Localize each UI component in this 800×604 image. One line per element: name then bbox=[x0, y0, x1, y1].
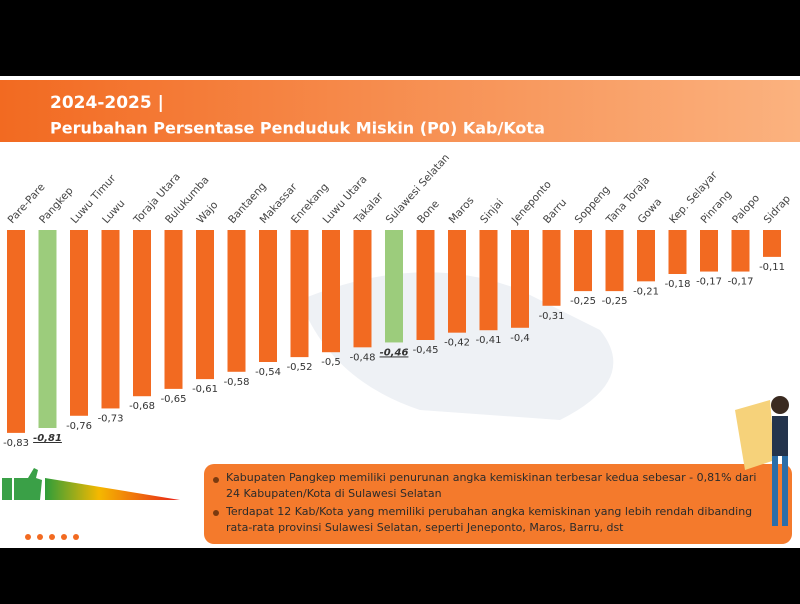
bar bbox=[574, 230, 592, 292]
value-label: -0,54 bbox=[255, 367, 281, 378]
bar bbox=[70, 230, 88, 416]
value-label: -0,25 bbox=[570, 296, 596, 307]
value-label: -0,11 bbox=[759, 262, 785, 273]
bar bbox=[353, 230, 372, 348]
map-bg bbox=[300, 272, 614, 420]
page-dots bbox=[25, 534, 79, 540]
bar bbox=[259, 230, 277, 362]
value-label: -0,52 bbox=[287, 362, 313, 373]
bar bbox=[416, 230, 435, 340]
bar bbox=[511, 230, 529, 328]
value-label: -0,83 bbox=[3, 438, 29, 449]
bar bbox=[290, 230, 309, 358]
value-label: -0,46 bbox=[380, 347, 409, 358]
value-label: -0,81 bbox=[33, 433, 62, 444]
value-label: -0,65 bbox=[161, 394, 187, 405]
bar bbox=[605, 230, 624, 292]
bullet bbox=[213, 510, 219, 516]
value-label: -0,41 bbox=[476, 335, 502, 346]
value-label: -0,21 bbox=[633, 286, 659, 297]
person-illustration bbox=[735, 396, 789, 526]
value-label: -0,5 bbox=[321, 357, 341, 368]
bar bbox=[227, 230, 246, 372]
value-label: -0,76 bbox=[66, 421, 92, 432]
value-label: -0,31 bbox=[539, 311, 565, 322]
bar bbox=[448, 230, 466, 333]
note-text: Kabupaten Pangkep memiliki penurunan ang… bbox=[226, 471, 757, 500]
thumb-icon bbox=[2, 468, 42, 500]
bar bbox=[196, 230, 214, 380]
value-label: -0,48 bbox=[350, 352, 376, 363]
bar bbox=[668, 230, 687, 274]
bar bbox=[700, 230, 718, 272]
bar bbox=[164, 230, 183, 389]
bar bbox=[322, 230, 340, 353]
bar bbox=[133, 230, 151, 397]
bar bbox=[7, 230, 25, 433]
bar bbox=[38, 230, 57, 428]
value-label: -0,25 bbox=[602, 296, 628, 307]
header-band bbox=[0, 80, 800, 142]
header-title: 2024-2025 | bbox=[50, 93, 164, 113]
bar bbox=[731, 230, 750, 272]
value-label: -0,18 bbox=[665, 279, 691, 290]
gradient-triangle bbox=[45, 478, 180, 500]
note-2: Terdapat 12 Kab/Kota yang memiliki perub… bbox=[226, 505, 753, 534]
bar bbox=[542, 230, 561, 306]
bar bbox=[101, 230, 120, 409]
value-label: -0,73 bbox=[98, 413, 124, 424]
note-text: Terdapat 12 Kab/Kota yang memiliki perub… bbox=[226, 505, 753, 534]
header-subtitle: Perubahan Persentase Penduduk Miskin (P0… bbox=[50, 119, 545, 138]
note-1: Kabupaten Pangkep memiliki penurunan ang… bbox=[226, 471, 757, 500]
bar bbox=[763, 230, 781, 257]
value-label: -0,45 bbox=[413, 345, 439, 356]
value-label: -0,58 bbox=[224, 377, 250, 388]
value-label: -0,17 bbox=[696, 277, 722, 288]
bar bbox=[479, 230, 498, 331]
bullet bbox=[213, 477, 219, 483]
bar bbox=[385, 230, 403, 343]
callout-box bbox=[204, 464, 792, 544]
value-label: -0,4 bbox=[510, 333, 530, 344]
bar bbox=[637, 230, 655, 282]
value-label: -0,68 bbox=[129, 401, 155, 412]
value-label: -0,17 bbox=[728, 277, 754, 288]
value-label: -0,42 bbox=[444, 338, 470, 349]
value-label: -0,61 bbox=[192, 384, 218, 395]
